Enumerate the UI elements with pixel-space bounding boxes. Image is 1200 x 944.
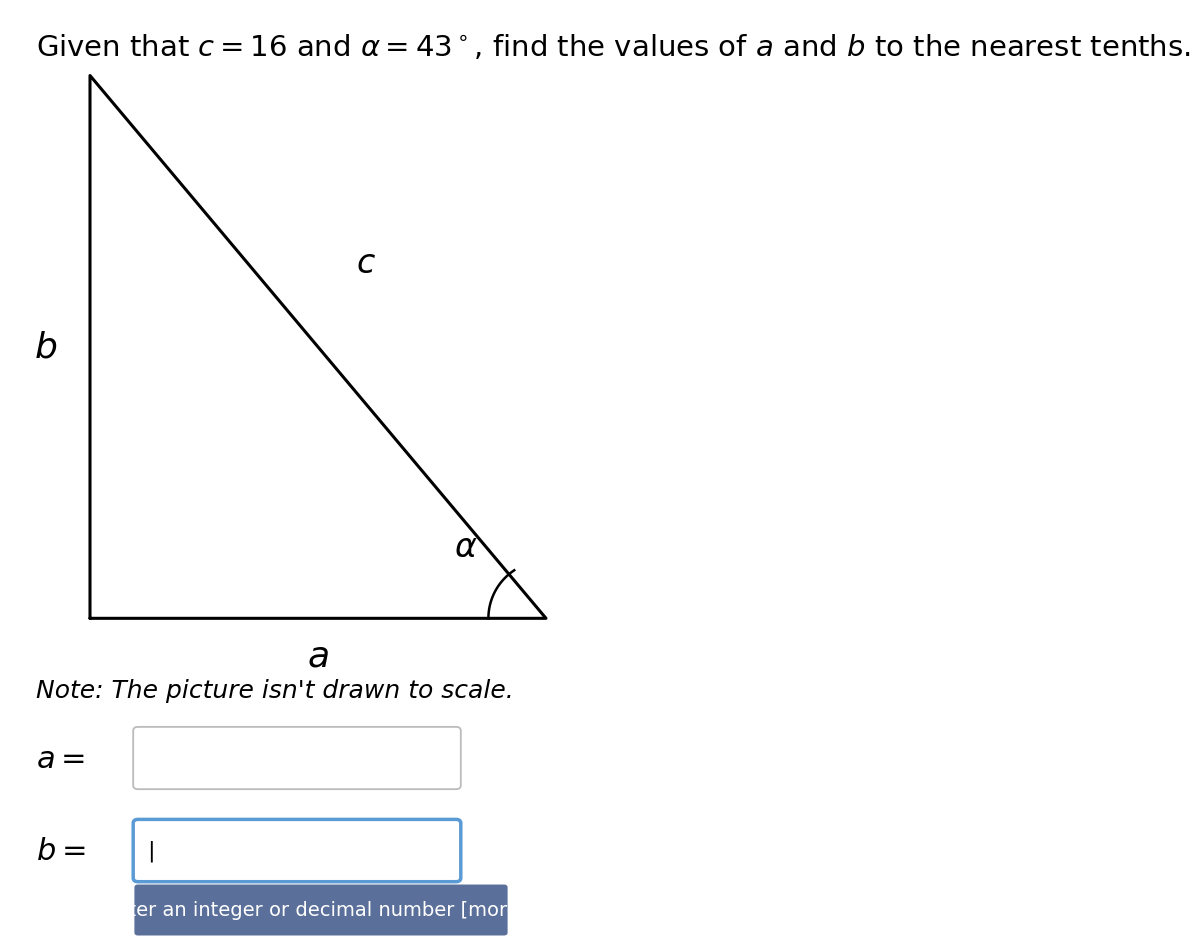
FancyBboxPatch shape [133,819,461,882]
Text: $\alpha$: $\alpha$ [454,531,478,564]
Text: $b$: $b$ [34,330,58,364]
FancyBboxPatch shape [134,885,508,936]
Text: |: | [148,841,155,862]
Text: $a =$: $a =$ [36,745,85,775]
Text: $b =$: $b =$ [36,836,85,867]
Text: Given that $c = 16$ and $\alpha = 43^\circ$, find the values of $a$ and $b$ to t: Given that $c = 16$ and $\alpha = 43^\ci… [36,33,1190,62]
Text: Note: The picture isn't drawn to scale.: Note: The picture isn't drawn to scale. [36,679,514,703]
FancyBboxPatch shape [133,727,461,789]
Text: $c$: $c$ [356,248,376,280]
Text: Enter an integer or decimal number [more..]: Enter an integer or decimal number [more… [103,901,539,919]
Text: $a$: $a$ [307,639,329,673]
